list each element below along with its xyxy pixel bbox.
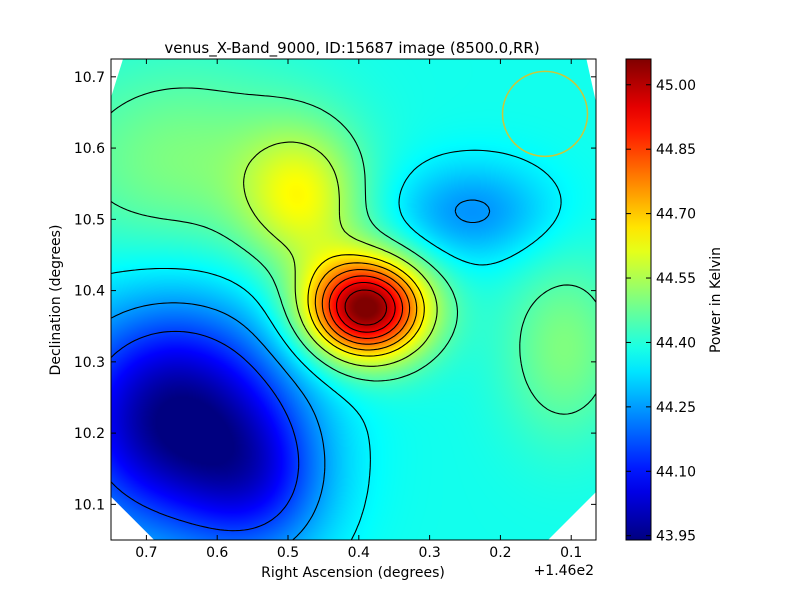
- colorbar-tick-label-7: 45.00: [656, 78, 696, 94]
- y-tick-label-1: 10.2: [74, 426, 105, 442]
- x-tick-label-5: 0.2: [489, 545, 511, 561]
- colorbar-tick-label-0: 43.95: [656, 529, 696, 545]
- x-tick-label-0: 0.7: [135, 545, 157, 561]
- x-axis-offset: +1.46e2: [534, 563, 594, 579]
- y-axis: 10.1 10.2 10.3 10.4 10.5 10.6 10.7: [74, 70, 596, 513]
- contour-level-9: [336, 281, 396, 333]
- contour-level-2: [111, 149, 562, 540]
- y-tick-label-5: 10.6: [74, 141, 105, 157]
- y-tick-label-2: 10.3: [74, 355, 105, 371]
- contour-lines: [111, 87, 596, 540]
- colorbar-tick-label-3: 44.40: [656, 335, 696, 351]
- y-tick-label-3: 10.4: [74, 284, 105, 300]
- colorbar-label: Power in Kelvin: [708, 247, 724, 353]
- colorbar-tick-label-5: 44.70: [656, 207, 696, 223]
- contour-level-5: [307, 254, 425, 357]
- y-axis-label: Declination (degrees): [48, 225, 64, 376]
- contour-level-0: [111, 330, 300, 532]
- beam-circle: [501, 70, 589, 158]
- x-tick-label-3: 0.4: [348, 545, 370, 561]
- contour-level-8: [328, 275, 404, 339]
- y-tick-label-6: 10.7: [74, 70, 105, 86]
- colorbar-tick-label-4: 44.55: [656, 271, 696, 287]
- y-tick-label-4: 10.5: [74, 212, 105, 228]
- colorbar: 43.95 44.10 44.25 44.40 44.55 44.70 44.85 45.00…: [625, 58, 724, 545]
- colorbar-tick-label-1: 44.10: [656, 464, 696, 480]
- y-tick-label-0: 10.1: [74, 497, 105, 513]
- plot-area: [110, 58, 597, 541]
- x-tick-label-2: 0.5: [277, 545, 299, 561]
- x-axis: 0.7 0.6 0.5 0.4 0.3 0.2 0.1: [135, 59, 582, 561]
- x-axis-label: Right Ascension (degrees): [261, 565, 445, 581]
- plot-frame: [110, 58, 597, 541]
- x-tick-label-6: 0.1: [560, 545, 582, 561]
- chart-title: venus_X-Band_9000, ID:15687 image (8500.…: [164, 39, 539, 58]
- contour-level-3: [111, 87, 596, 415]
- contour-level-7: [321, 269, 411, 345]
- contour-level-10: [344, 289, 388, 326]
- colorbar-tick-label-6: 44.85: [656, 142, 696, 158]
- heatmap-image: [111, 59, 596, 540]
- colorbar-tick-label-2: 44.25: [656, 400, 696, 416]
- x-tick-label-4: 0.3: [418, 545, 440, 561]
- contour-level-6: [314, 262, 418, 351]
- contour-level-4: [243, 141, 438, 367]
- x-tick-label-1: 0.6: [206, 545, 228, 561]
- colorbar-gradient: [625, 58, 652, 541]
- colorbar-ticks: 43.95 44.10 44.25 44.40 44.55 44.70 44.85 45.00: [626, 78, 696, 545]
